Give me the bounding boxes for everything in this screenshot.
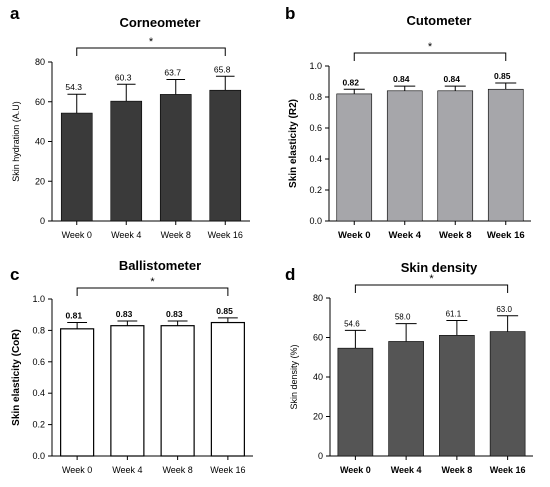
value-label: 0.83 bbox=[166, 309, 183, 319]
value-label: 61.1 bbox=[446, 310, 462, 319]
bar-chart: 0 20 40 60 80 Skin hydration (A.U) 54.3 Week 0 6… bbox=[11, 36, 250, 240]
value-label: 54.6 bbox=[344, 319, 360, 328]
chart-title: Skin density bbox=[400, 260, 478, 275]
significance-bracket bbox=[354, 284, 509, 293]
y-tick-label: 0.2 bbox=[32, 420, 45, 430]
x-tick-label: Week 8 bbox=[161, 230, 191, 240]
value-label: 58.0 bbox=[395, 313, 411, 322]
x-tick-label: Week 8 bbox=[439, 230, 472, 241]
y-axis-label: Skin elasticity (CoR) bbox=[11, 329, 22, 426]
value-label: 0.84 bbox=[393, 74, 410, 84]
bar bbox=[209, 89, 242, 222]
significance-bracket bbox=[76, 47, 226, 56]
bar bbox=[439, 335, 475, 457]
panel-letter: d bbox=[285, 265, 296, 284]
y-tick-label: 0 bbox=[318, 451, 323, 461]
x-tick-label: Week 8 bbox=[441, 465, 472, 475]
bar bbox=[110, 100, 143, 222]
x-tick-label: Week 4 bbox=[112, 465, 142, 475]
value-label: 65.8 bbox=[214, 64, 231, 74]
bar bbox=[489, 331, 526, 457]
y-tick-label: 0.4 bbox=[32, 388, 45, 398]
x-tick-label: Week 8 bbox=[162, 465, 192, 475]
y-tick-label: 0.6 bbox=[32, 357, 45, 367]
y-tick-label: 0.2 bbox=[309, 185, 322, 195]
bar bbox=[60, 328, 95, 457]
y-tick-label: 80 bbox=[35, 57, 45, 67]
chart-panel-a: a Corneometer 0 20 40 60 80 Skin hydration (A… bbox=[0, 0, 275, 243]
bar bbox=[60, 112, 93, 222]
value-label: 0.81 bbox=[66, 311, 83, 321]
value-label: 0.82 bbox=[342, 77, 359, 87]
panel-letter: b bbox=[285, 4, 296, 23]
value-label: 0.85 bbox=[216, 306, 233, 316]
y-tick-label: 1.0 bbox=[32, 294, 45, 304]
bar bbox=[210, 321, 245, 457]
x-tick-label: Week 16 bbox=[208, 230, 243, 240]
chart-title: Ballistometer bbox=[118, 258, 202, 273]
chart-title: Corneometer bbox=[119, 15, 201, 30]
bar-chart: 0 20 40 60 80 Skin density (%) 54.6 Week 0 58.0 W… bbox=[289, 273, 533, 475]
bar bbox=[336, 93, 373, 222]
bar bbox=[110, 325, 145, 457]
y-tick-label: 80 bbox=[313, 293, 323, 303]
x-tick-label: Week 0 bbox=[340, 465, 371, 475]
bar bbox=[437, 90, 474, 222]
value-label: 0.83 bbox=[116, 309, 133, 319]
value-label: 0.84 bbox=[443, 74, 460, 84]
y-tick-label: 20 bbox=[35, 176, 45, 186]
value-label: 0.85 bbox=[494, 71, 511, 81]
bar bbox=[159, 94, 192, 222]
significance-marker: * bbox=[150, 276, 155, 288]
y-tick-label: 0 bbox=[40, 216, 45, 226]
chart-panel-d: d Skin density 0 20 40 60 80 Skin density (%)… bbox=[275, 243, 550, 487]
significance-marker: * bbox=[429, 273, 434, 285]
x-tick-label: Week 4 bbox=[391, 465, 422, 475]
significance-bracket bbox=[76, 287, 229, 296]
chart-panel-b: b Cutometer 0.0 0.2 0.4 0.6 0.8 1.0 Skin elast… bbox=[275, 0, 550, 243]
y-tick-label: 0.8 bbox=[32, 325, 45, 335]
y-tick-label: 40 bbox=[313, 372, 323, 382]
y-axis-label: Skin elasticity (R2) bbox=[288, 99, 299, 188]
chart-title: Cutometer bbox=[406, 13, 472, 28]
bar-chart: 0.0 0.2 0.4 0.6 0.8 1.0 Skin elasticity (R2) 0.… bbox=[288, 41, 531, 241]
bar bbox=[337, 347, 374, 457]
y-tick-label: 0.6 bbox=[309, 123, 322, 133]
panel-letter: c bbox=[10, 265, 20, 284]
y-tick-label: 1.0 bbox=[309, 61, 322, 71]
bar bbox=[386, 90, 423, 222]
value-label: 63.0 bbox=[496, 305, 512, 314]
x-tick-label: Week 0 bbox=[62, 230, 92, 240]
significance-marker: * bbox=[428, 41, 433, 53]
y-tick-label: 60 bbox=[35, 97, 45, 107]
y-axis-label: Skin hydration (A.U) bbox=[11, 101, 21, 182]
x-tick-label: Week 16 bbox=[490, 465, 526, 475]
x-tick-label: Week 0 bbox=[62, 465, 92, 475]
y-axis-label: Skin density (%) bbox=[289, 344, 299, 409]
x-tick-label: Week 16 bbox=[487, 230, 525, 241]
value-label: 63.7 bbox=[164, 67, 181, 77]
x-tick-label: Week 4 bbox=[111, 230, 141, 240]
significance-bracket bbox=[353, 52, 507, 61]
y-tick-label: 0.0 bbox=[309, 216, 322, 226]
significance-marker: * bbox=[149, 36, 154, 48]
y-tick-label: 60 bbox=[313, 333, 323, 343]
panel-letter: a bbox=[10, 4, 20, 23]
x-tick-label: Week 4 bbox=[388, 230, 421, 241]
bar bbox=[487, 88, 524, 222]
y-tick-label: 0.0 bbox=[32, 451, 45, 461]
bar bbox=[160, 325, 195, 457]
chart-panel-c: c Ballistometer 0.0 0.2 0.4 0.6 0.8 1.0 Skin e… bbox=[0, 243, 275, 487]
value-label: 54.3 bbox=[65, 82, 82, 92]
y-tick-label: 20 bbox=[313, 412, 323, 422]
x-tick-label: Week 0 bbox=[338, 230, 371, 241]
x-tick-label: Week 16 bbox=[210, 465, 245, 475]
value-label: 60.3 bbox=[115, 72, 132, 82]
y-tick-label: 0.8 bbox=[309, 92, 322, 102]
y-tick-label: 0.4 bbox=[309, 154, 322, 164]
y-tick-label: 40 bbox=[35, 137, 45, 147]
bar-chart: 0.0 0.2 0.4 0.6 0.8 1.0 Skin elasticity (CoR) 0… bbox=[11, 276, 253, 475]
bar bbox=[388, 341, 424, 457]
